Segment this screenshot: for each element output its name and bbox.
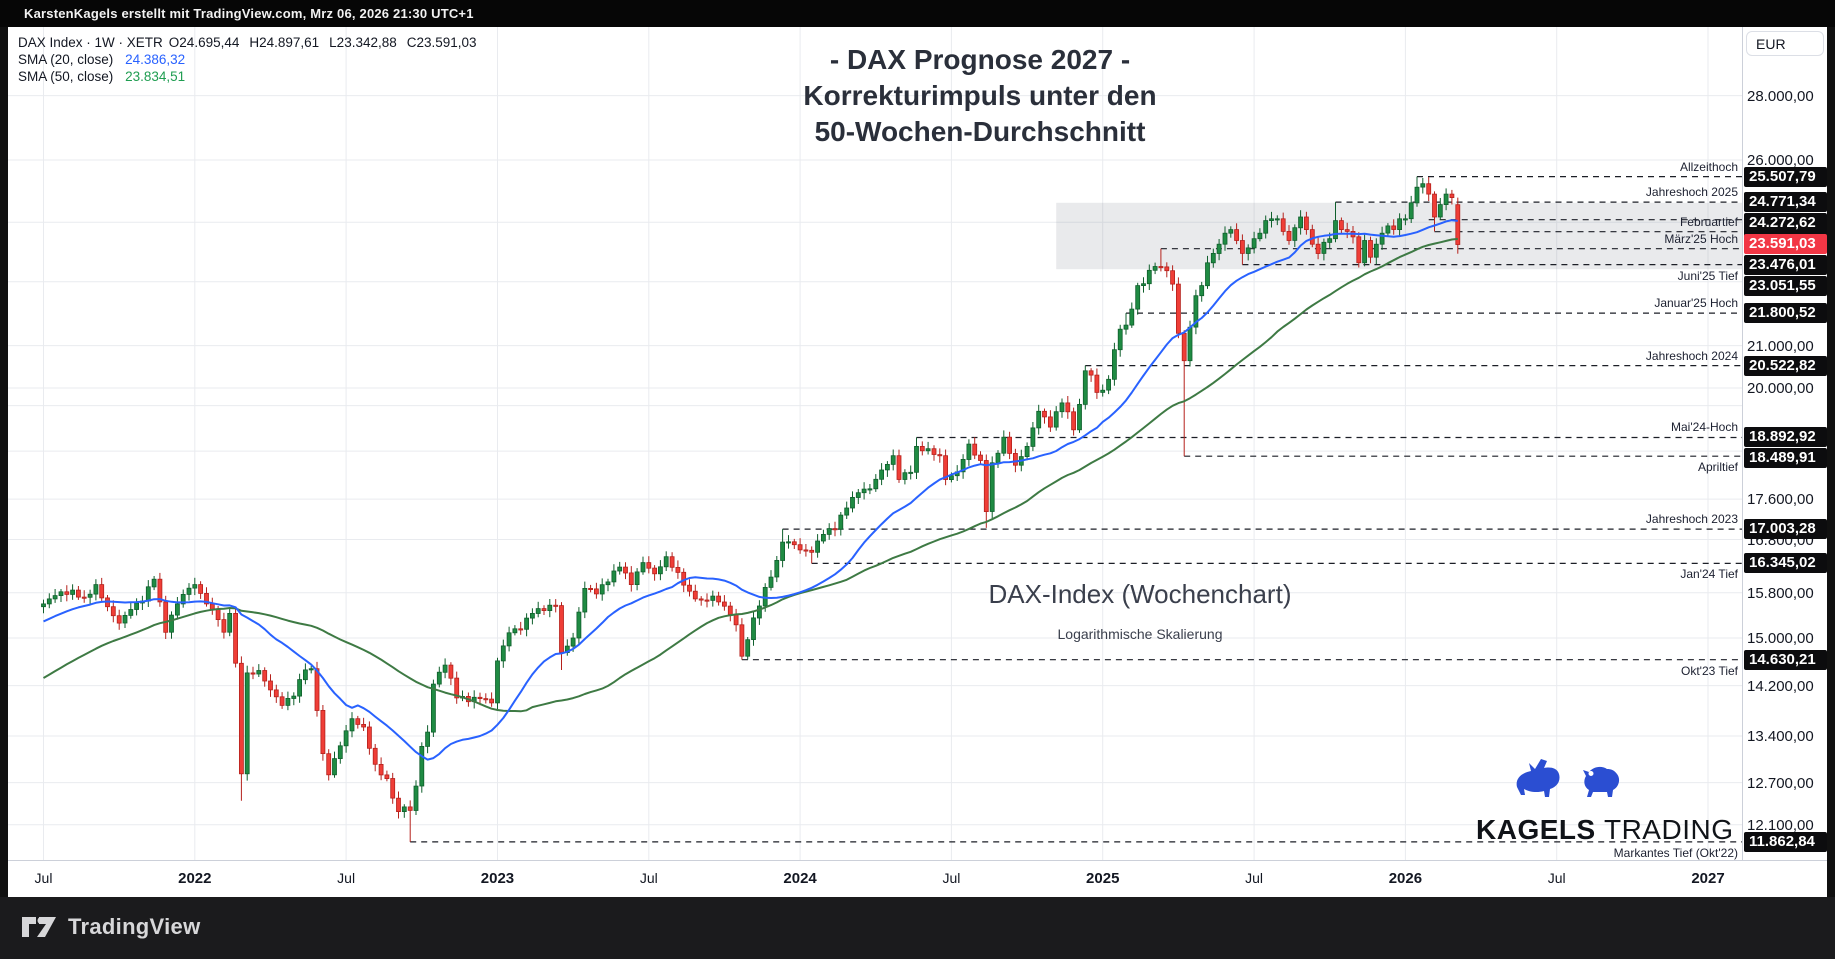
level-annotation: März'25 Hoch [1664,231,1738,246]
bull-bear-icon [1516,759,1620,797]
level-annotation: Allzeithoch [1679,159,1738,174]
price-level-badge: 24.272,62 [1744,213,1827,234]
headline-line3: 50-Wochen-Durchschnitt [814,116,1146,147]
watermark-subtitle: Logarithmische Skalierung [1057,626,1223,642]
ohlc-values: O24.695,44 H24.897,61 L23.342,88 C23.591,03 [169,35,487,50]
y-axis-tick: 21.000,00 [1747,337,1814,355]
sma50-label: SMA (50, close) [18,69,114,84]
price-level-badge: 17.003,28 [1744,519,1827,540]
x-axis-year-label: 2026 [1388,870,1423,887]
x-axis-month-label: Jul [337,870,356,886]
price-level-badge: 11.862,84 [1744,831,1827,852]
price-level-badge: 16.345,02 [1744,553,1827,574]
sma20-line [43,219,1458,761]
y-axis-tick: 20.000,00 [1747,379,1814,397]
price-pane[interactable] [8,27,1742,860]
level-annotation: Januar'25 Hoch [1654,296,1738,311]
sma20-value: 24.386,32 [125,52,186,67]
level-annotation: Mai'24-Hoch [1671,420,1738,435]
kagels-wordmark-light: TRADING [1603,814,1734,845]
attribution-text: KarstenKagels erstellt mit TradingView.c… [24,6,474,21]
kagels-wordmark: KAGELS TRADING [1476,814,1733,846]
legend-sma50-row[interactable]: SMA (50, close) 23.834,51 [18,68,487,85]
watermark-title: DAX-Index (Wochenchart) [988,579,1292,609]
tradingview-wordmark: TradingView [68,914,201,939]
y-axis-tick: 28.000,00 [1747,87,1814,105]
current-price-badge: 23.591,03 [1744,234,1827,255]
candles-layer [41,176,1461,842]
price-level-badge: 23.051,55 [1744,276,1827,297]
x-axis-year-label: 2027 [1691,870,1725,887]
x-axis-month-label: Jul [34,870,53,886]
y-axis-tick: 15.800,00 [1747,584,1814,602]
bull-icon [1516,759,1560,797]
pane-watermark: DAX-Index (Wochenchart) Logarithmische S… [940,579,1340,642]
level-annotation: Jahreshoch 2023 [1645,512,1738,527]
sma50-line [42,237,1458,713]
y-axis-tick: 15.000,00 [1747,629,1814,647]
level-annotation: Februartief [1679,214,1738,229]
price-scale[interactable]: EUR 28.000,00 26.000,00 21.000,00 20.000,00… [1742,27,1827,860]
sma50-value: 23.834,51 [125,69,186,84]
ohlc-L: L23.342,88 [329,35,397,50]
ohlc-C: C23.591,03 [406,35,477,50]
y-axis-tick: 26.000,00 [1747,152,1814,169]
x-axis-year-label: 2024 [783,870,817,887]
time-axis[interactable]: Jul 2022 Jul 2023 Jul 2024 Jul 2025 Jul 2026 Jul 20… [8,860,1827,897]
x-axis-month-label: Jul [639,870,658,886]
x-axis-month-label: Jul [1245,870,1263,886]
price-level-badge: 24.771,34 [1744,192,1827,213]
legend: DAX Index · 1W · XETR O24.695,44 H24.897,6… [18,34,487,85]
level-annotation: Apriltief [1697,460,1738,475]
ohlc-O: O24.695,44 [168,35,240,50]
legend-symbol-row[interactable]: DAX Index · 1W · XETR O24.695,44 H24.897,6… [18,34,487,51]
grid-layer [8,27,1742,860]
currency-pill: EUR [1746,31,1824,56]
price-level-badge: 23.476,01 [1744,255,1827,276]
tradingview-logo[interactable]: TradingView [20,911,201,943]
price-level-badge: 25.507,79 [1744,166,1827,187]
bear-icon [1583,766,1620,797]
kagels-trading-logo: KAGELS TRADING [1476,755,1733,846]
ohlc-H: H24.897,61 [249,35,320,50]
y-axis-tick: 12.700,00 [1747,774,1814,792]
level-annotation: Okt'23 Tief [1681,663,1738,678]
x-axis-month-label: Jul [942,870,961,886]
y-axis-tick: 17.600,00 [1747,491,1814,509]
headline-line1: - DAX Prognose 2027 - [829,44,1131,75]
currency-label: EUR [1756,36,1786,52]
chart-headline: - DAX Prognose 2027 - Korrekturimpuls un… [680,42,1280,150]
level-annotation: Juni'25 Tief [1677,268,1738,283]
x-axis-year-label: 2023 [480,870,515,887]
price-level-badge: 18.489,91 [1744,448,1827,469]
level-annotation: Jan'24 Tief [1680,567,1738,582]
price-level-badge: 18.892,92 [1744,427,1827,448]
legend-sma20-row[interactable]: SMA (20, close) 24.386,32 [18,51,487,68]
chart-surface: - DAX Prognose 2027 - Korrekturimpuls un… [8,27,1827,897]
tradingview-mark-icon [22,917,56,937]
footer-bar: TradingView [0,897,1835,959]
key-level-lines [410,176,1742,843]
y-axis-tick: 12.100,00 [1747,816,1814,834]
level-annotation: Markantes Tief (Okt'22) [1613,845,1738,860]
headline-line2: Korrekturimpuls unter den [803,80,1157,111]
sma20-label: SMA (20, close) [18,52,114,67]
attribution-bar: KarstenKagels erstellt mit TradingView.c… [0,0,1835,27]
x-axis-year-label: 2022 [178,870,212,887]
price-level-badge: 20.522,82 [1744,355,1827,376]
y-axis-tick: 13.400,00 [1747,728,1814,745]
level-annotation: Jahreshoch 2025 [1645,185,1738,200]
price-level-badge: 14.630,21 [1744,649,1827,670]
y-axis-tick: 14.200,00 [1747,677,1814,695]
level-annotation: Jahreshoch 2024 [1645,348,1738,363]
x-axis-month-label: Jul [1547,870,1566,886]
kagels-wordmark-bold: KAGELS [1476,814,1596,845]
price-level-badge: 21.800,52 [1744,303,1827,324]
x-axis-year-label: 2025 [1086,870,1120,887]
